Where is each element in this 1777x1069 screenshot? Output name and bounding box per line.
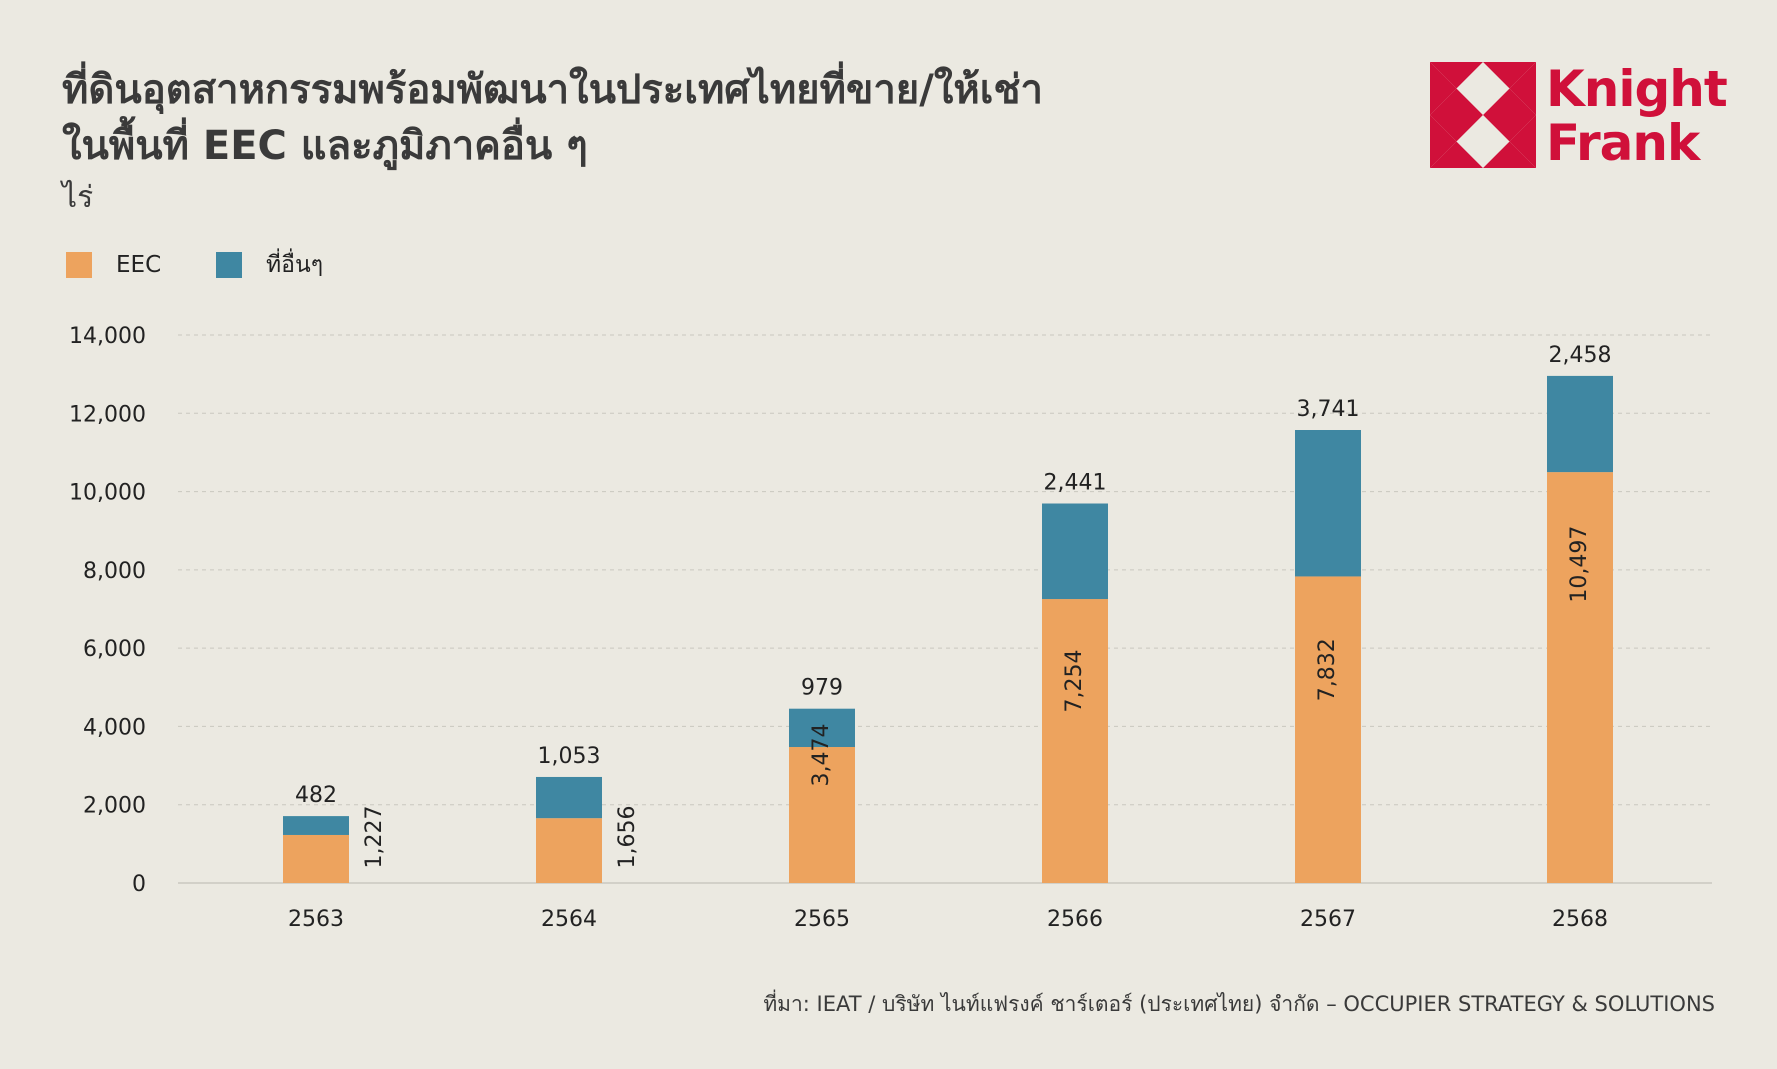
data-label-other: 3,741 — [1297, 397, 1360, 422]
bar-segment-other — [1295, 429, 1361, 577]
knight-frank-logo-icon — [1430, 62, 1536, 168]
x-tick-label: 2568 — [1552, 907, 1608, 932]
y-tick-label: 8,000 — [83, 559, 146, 584]
data-label-eec: 3,474 — [809, 724, 834, 787]
chart-title: ที่ดินอุตสาหกรรมพร้อมพัฒนาในประเทศไทยที่… — [62, 62, 1242, 174]
x-tick-label: 2565 — [794, 907, 850, 932]
data-label-eec: 1,227 — [362, 806, 387, 869]
data-label-eec: 7,254 — [1062, 650, 1087, 713]
data-label-other: 1,053 — [538, 744, 601, 769]
unit-label: ไร่ — [62, 180, 94, 215]
y-tick-label: 0 — [132, 872, 146, 897]
logo-word-frank: Frank — [1546, 114, 1700, 172]
bar-segment-eec — [283, 834, 349, 883]
bar-segment-other — [1042, 503, 1108, 600]
y-tick-label: 4,000 — [83, 715, 146, 740]
bar-segment-other — [1547, 375, 1613, 473]
legend-label-other: ที่อื่นๆ — [266, 252, 324, 278]
bar-segment-eec — [789, 747, 855, 883]
y-tick-label: 2,000 — [83, 794, 146, 819]
bar-segment-other — [789, 708, 855, 748]
bar-segment-eec — [1547, 472, 1613, 883]
bar-segment-other — [536, 776, 602, 819]
legend-label-eec: EEC — [116, 252, 162, 278]
data-label-other: 979 — [801, 676, 843, 701]
x-tick-label: 2564 — [541, 907, 597, 932]
legend-swatch-eec — [66, 252, 92, 278]
data-label-eec: 7,832 — [1315, 638, 1340, 701]
chart-title-line-1: ที่ดินอุตสาหกรรมพร้อมพัฒนาในประเทศไทยที่… — [62, 67, 1044, 113]
legend-swatch-other — [216, 252, 242, 278]
y-tick-label: 12,000 — [69, 402, 146, 427]
y-tick-label: 6,000 — [83, 637, 146, 662]
data-label-other: 2,458 — [1549, 343, 1612, 368]
bar-segment-eec — [1295, 576, 1361, 883]
bar-segment-other — [283, 816, 349, 835]
knight-frank-logo: Knight Frank — [1430, 62, 1728, 172]
data-label-eec: 10,497 — [1567, 526, 1592, 603]
bar-segment-eec — [536, 818, 602, 883]
chart-title-line-2: ในพื้นที่ EEC และภูมิภาคอื่น ๆ — [62, 123, 588, 169]
y-tick-label: 14,000 — [69, 324, 146, 349]
x-tick-label: 2567 — [1300, 907, 1356, 932]
y-tick-label: 10,000 — [69, 481, 146, 506]
logo-word-knight: Knight — [1546, 60, 1728, 118]
data-label-other: 482 — [295, 783, 337, 808]
bar-segment-eec — [1042, 599, 1108, 883]
x-tick-label: 2563 — [288, 907, 344, 932]
x-tick-label: 2566 — [1047, 907, 1103, 932]
data-label-eec: 1,656 — [615, 806, 640, 869]
data-label-other: 2,441 — [1044, 471, 1107, 496]
source-note: ที่มา: IEAT / บริษัท ไนท์แฟรงค์ ชาร์เตอร… — [763, 992, 1715, 1016]
